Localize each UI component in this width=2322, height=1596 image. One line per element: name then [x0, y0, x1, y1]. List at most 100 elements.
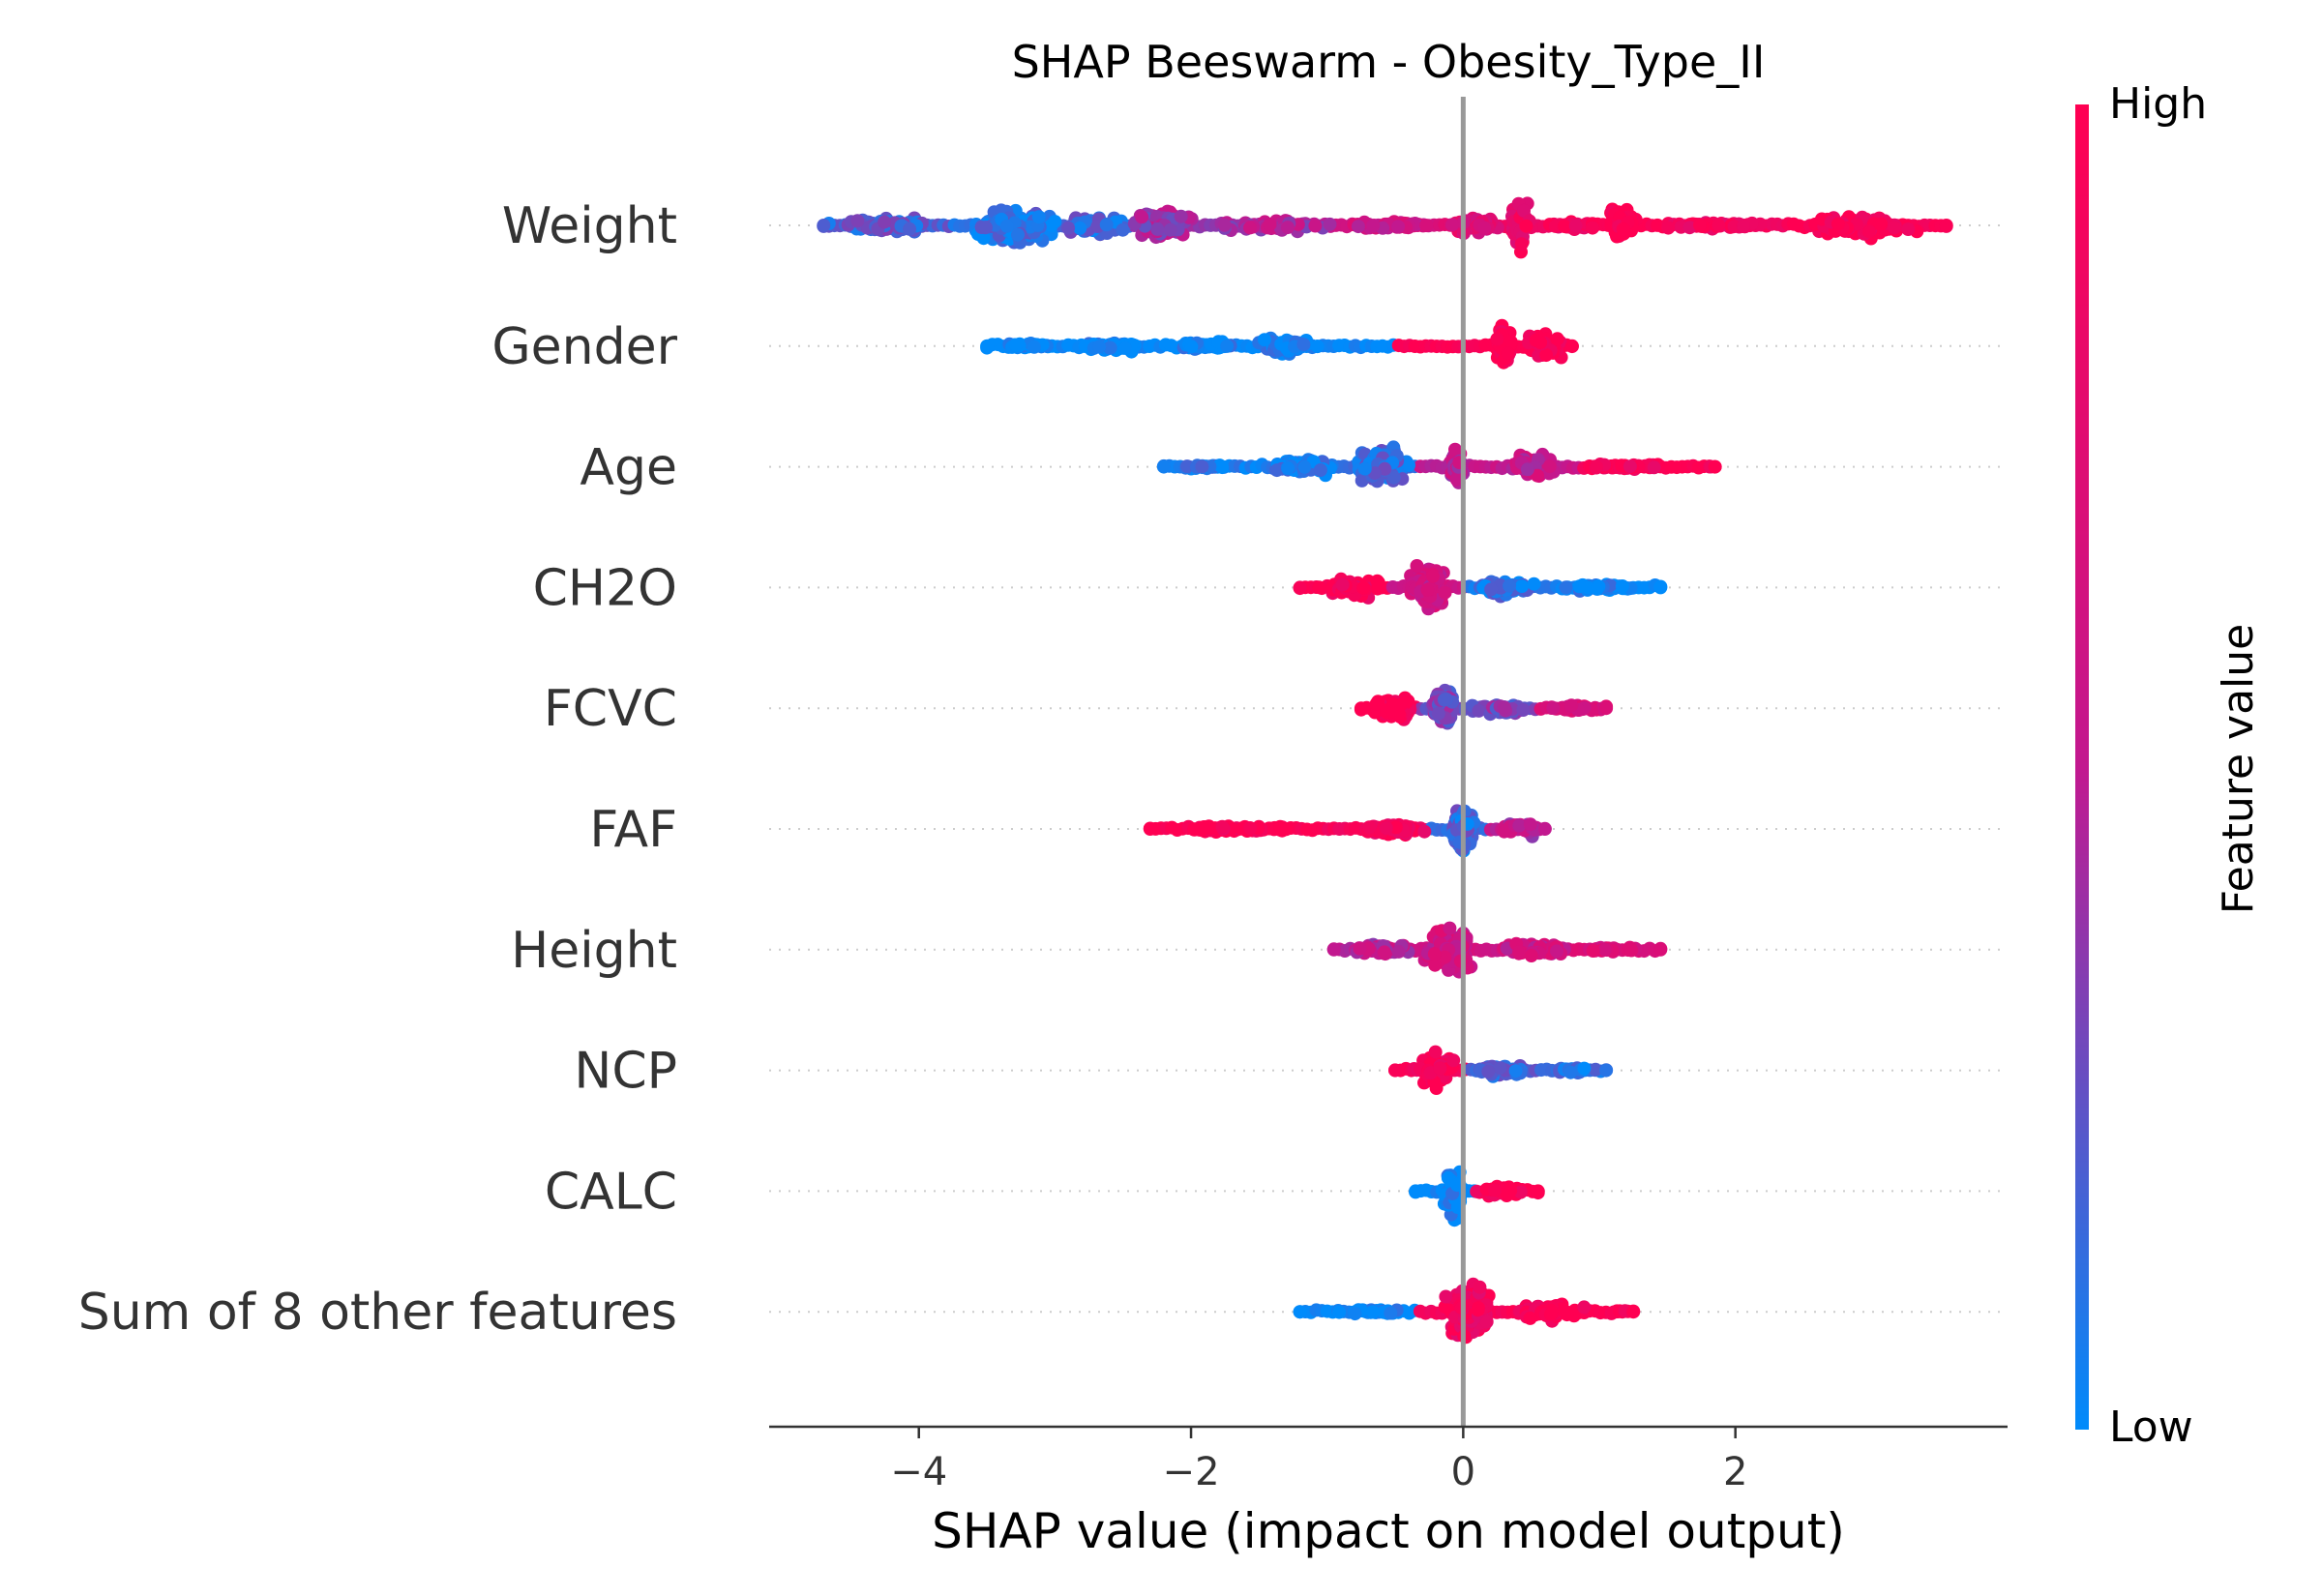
shap-point [1564, 339, 1579, 353]
shap-point [1371, 576, 1385, 590]
shap-point [1156, 459, 1171, 474]
shap-point [1391, 220, 1406, 234]
shap-point [1519, 219, 1533, 233]
x-tick-label: 2 [1723, 1450, 1747, 1494]
shap-point [1708, 459, 1722, 474]
shap-point [1410, 559, 1424, 573]
shap-point [1263, 218, 1277, 231]
shap-point [1438, 585, 1452, 600]
shap-point [1293, 580, 1307, 595]
shap-point [1215, 460, 1230, 475]
shap-point [1371, 696, 1385, 710]
shap-point [1624, 943, 1639, 958]
shap-point [1887, 221, 1901, 235]
shap-point [1419, 219, 1434, 233]
shap-point [1135, 210, 1149, 224]
feature-swarm [1326, 921, 1668, 979]
shap-point [980, 339, 995, 353]
shap-point [1488, 1183, 1503, 1197]
feature-swarm [817, 196, 1953, 259]
shap-point [1568, 219, 1583, 233]
shap-point [1586, 944, 1600, 958]
feature-label: Sum of 8 other features [78, 1284, 677, 1342]
shap-point [1428, 1045, 1443, 1059]
shap-point [1273, 819, 1288, 834]
shap-point [1362, 820, 1377, 835]
x-tick-label: −4 [890, 1450, 947, 1494]
shap-point [1682, 221, 1697, 235]
shap-point [1577, 1300, 1592, 1315]
shap-point [1597, 942, 1612, 957]
shap-point [1437, 693, 1451, 707]
colorbar-title: Feature value [2214, 624, 2263, 914]
shap-point [1297, 459, 1312, 474]
shap-point [1357, 461, 1372, 476]
feature-label: NCP [574, 1043, 677, 1101]
shap-point [1524, 949, 1538, 962]
shap-point [1527, 576, 1541, 591]
shap-point [1737, 220, 1750, 233]
feature-label: FAF [589, 801, 677, 859]
feature-swarm [1143, 804, 1552, 858]
feature-swarm [1409, 1165, 1545, 1227]
shap-point [1031, 210, 1046, 224]
shap-point [1503, 578, 1517, 593]
shap-point [1335, 577, 1350, 592]
shap-point [1150, 222, 1165, 236]
shap-point [1901, 222, 1916, 236]
shap-point [1472, 703, 1486, 718]
shap-point [1296, 338, 1311, 352]
shap-point [1143, 822, 1157, 836]
shap-point [1215, 819, 1230, 834]
shap-point [1391, 944, 1406, 959]
shap-point [878, 215, 892, 229]
shap-point [1477, 221, 1492, 235]
shap-point [1546, 701, 1561, 715]
shap-point [1366, 1305, 1381, 1319]
shap-point [1048, 215, 1062, 229]
shap-point [1313, 463, 1327, 477]
shap-point [1653, 580, 1668, 595]
shap-point [1481, 1064, 1496, 1079]
shap-point [1348, 1307, 1362, 1321]
shap-point [1354, 701, 1368, 716]
shap-point [1117, 340, 1132, 355]
colorbar-low-label: Low [2109, 1403, 2193, 1452]
shap-point [1431, 706, 1445, 721]
shap-point [1520, 462, 1534, 477]
shap-point [1281, 221, 1295, 235]
shap-point [1572, 579, 1587, 594]
shap-point [1308, 219, 1323, 233]
shap-point [1377, 945, 1391, 960]
shap-point [1514, 237, 1529, 251]
shap-point [850, 214, 865, 228]
feature-label: FCVC [544, 680, 677, 738]
shap-point [1550, 944, 1563, 959]
shap-point [1861, 224, 1876, 239]
shap-point [1531, 468, 1544, 483]
shap-point [1622, 459, 1637, 474]
colorbar-high-label: High [2109, 79, 2207, 129]
shap-point [1449, 472, 1464, 487]
shap-point [1116, 222, 1130, 237]
feature-label: Weight [502, 197, 677, 255]
shap-point [1027, 340, 1041, 354]
feature-label: Gender [491, 318, 677, 376]
shap-point [1009, 338, 1024, 352]
shap-point [1501, 346, 1515, 361]
shap-point [1356, 580, 1371, 595]
shap-point [978, 221, 993, 235]
shap-point [1599, 1063, 1614, 1078]
shap-point [1512, 945, 1527, 960]
shap-point [1599, 701, 1614, 716]
shap-point [1163, 222, 1177, 237]
shap-point [1099, 218, 1114, 232]
shap-point [976, 231, 991, 246]
shap-point [1061, 221, 1076, 235]
shap-point [1616, 222, 1630, 236]
shap-point [1310, 340, 1325, 354]
shap-point [1174, 209, 1188, 223]
shap-point [1354, 473, 1369, 488]
shap-point [1693, 218, 1707, 232]
